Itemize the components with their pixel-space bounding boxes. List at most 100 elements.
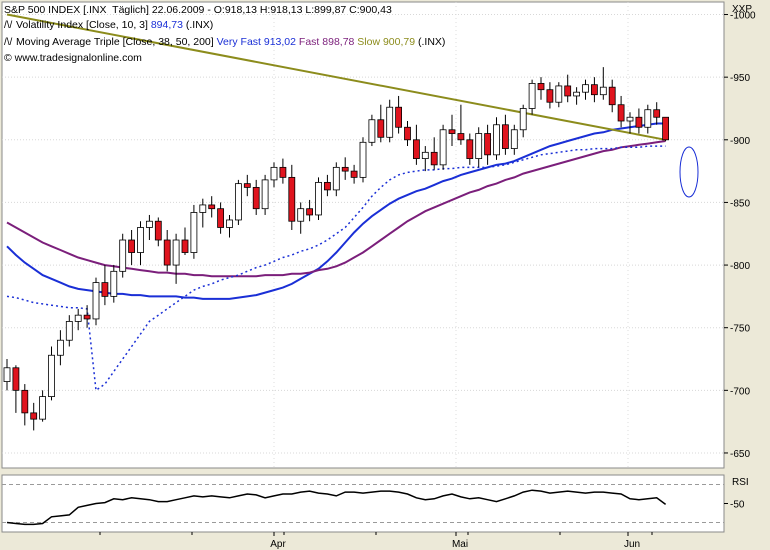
candle-down (341, 166, 349, 172)
candle-up (92, 282, 100, 320)
candle-up (199, 204, 207, 213)
candle-down (501, 124, 509, 149)
candle-down (653, 109, 661, 118)
candle-down (30, 412, 38, 420)
ma-suffix: (.INX) (418, 36, 446, 48)
candle-down (306, 208, 314, 216)
candle-down (128, 239, 136, 253)
ma-slow: Slow 900,79 (357, 36, 416, 48)
candle-down (21, 389, 29, 414)
candle-down (484, 133, 492, 156)
candle-down (350, 170, 358, 178)
candle-down (564, 85, 572, 97)
candle-up (582, 84, 589, 93)
candle-down (217, 208, 225, 228)
candle-down (208, 204, 216, 210)
volatility-prefix: Volatility Index [Close, 10, 3] (16, 19, 148, 31)
candle-down (12, 367, 20, 391)
candle-up (39, 396, 46, 420)
candle-up (519, 108, 527, 131)
candle-down (617, 104, 625, 122)
ma-prefix: Moving Average Triple [Close, 38, 50, 20… (16, 36, 214, 48)
candle-up (270, 166, 278, 181)
candle-down (395, 106, 403, 128)
candle-down (466, 139, 474, 159)
rsi-title: RSI (732, 477, 749, 488)
x-tick-label: Mai (452, 539, 468, 550)
candle-down (546, 89, 554, 103)
ma-very-fast: Very Fast 913,02 (216, 36, 296, 48)
candle-up (74, 314, 82, 322)
rsi-y-tick-label: -50 (730, 500, 745, 511)
candle-up (190, 212, 198, 253)
candle-up (626, 116, 634, 122)
candle-up (644, 109, 652, 128)
candle-down (608, 86, 616, 106)
volatility-line (6, 145, 666, 392)
candle-down (154, 220, 162, 241)
candle-up (421, 151, 429, 159)
candle-up (386, 106, 394, 138)
candle-up (119, 239, 127, 272)
candle-up (65, 321, 73, 341)
ma-line-fast (6, 140, 666, 278)
wave-icon: /\/ (4, 20, 13, 31)
symbol-legend: S&P 500 INDEX [.INX Täglich] 22.06.2009 … (4, 4, 392, 16)
candle-up (439, 129, 447, 166)
rsi-line (6, 489, 667, 526)
candle-up (493, 124, 500, 156)
candle-up (359, 141, 367, 178)
candle-down (279, 166, 287, 178)
candle-down (101, 282, 109, 297)
y-tick-label: -1000 (730, 11, 756, 22)
moving-average-legend: /\/Moving Average Triple [Close, 38, 50,… (4, 36, 445, 48)
candle-down (163, 239, 171, 266)
candle-up (261, 179, 269, 210)
corner-label: XXP (732, 4, 753, 15)
candle-down (591, 84, 598, 96)
candle-down (243, 183, 251, 188)
y-tick-label: -750 (730, 324, 750, 335)
candle-up (555, 85, 563, 103)
candle-down (412, 139, 420, 159)
candle-up (599, 86, 607, 96)
candle-up (475, 133, 483, 159)
candle-up (297, 208, 305, 222)
candle-up (315, 181, 322, 216)
y-tick-label: -850 (730, 198, 750, 209)
symbol-line: S&P 500 INDEX [.INX Täglich] 22.06.2009 … (4, 4, 392, 16)
y-tick-label: -800 (730, 261, 750, 272)
candle-down (457, 133, 465, 141)
candle-down (323, 181, 331, 191)
candle-down (288, 176, 296, 222)
candle-up (137, 227, 144, 253)
candle-down (448, 129, 456, 134)
volatility-legend: /\/Volatility Index [Close, 10, 3] 894,7… (4, 19, 213, 31)
candle-up (226, 219, 233, 228)
candle-down (662, 116, 669, 141)
candle-down (404, 126, 411, 141)
candle-down (377, 119, 385, 138)
candle-up (332, 166, 340, 191)
candle-up (510, 129, 518, 149)
rsi-panel (1, 474, 725, 533)
y-tick-label: -900 (730, 136, 750, 147)
candle-up (234, 183, 242, 221)
price-panel (1, 1, 725, 469)
candle-up (110, 270, 118, 297)
candle-up (573, 91, 580, 97)
candle-down (252, 186, 260, 210)
candle-up (172, 239, 180, 266)
candle-up (528, 83, 536, 109)
candle-up (3, 367, 11, 382)
candle-down (537, 83, 545, 91)
x-tick-label: Apr (270, 539, 286, 550)
ma-fast: Fast 898,78 (298, 36, 355, 48)
candle-up (368, 119, 376, 143)
y-tick-label: -650 (730, 449, 750, 460)
candle-up (57, 339, 64, 356)
site-url: www.tradesignalonline.com (14, 52, 142, 64)
x-tick-label: Jun (624, 539, 640, 550)
candle-up (145, 220, 153, 228)
